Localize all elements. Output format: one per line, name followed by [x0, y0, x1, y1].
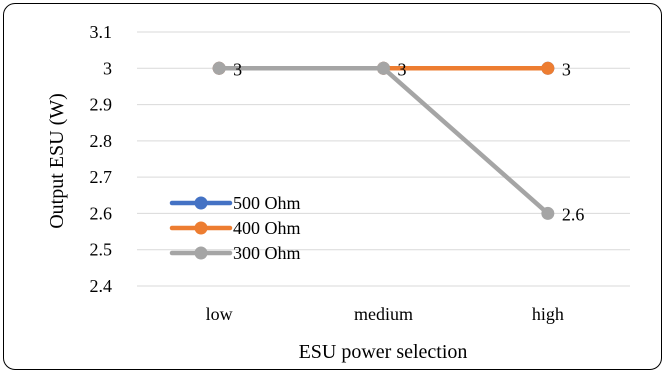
- y-tick-label: 2.6: [90, 203, 113, 223]
- legend-label-400-ohm: 400 Ohm: [233, 218, 301, 238]
- x-tick-label: medium: [354, 304, 413, 324]
- y-axis-title: Output ESU (W): [46, 93, 68, 229]
- legend-label-300-ohm: 300 Ohm: [233, 243, 301, 263]
- data-labels: 3 3 3 2.6: [233, 59, 584, 224]
- x-tick-label: low: [206, 304, 233, 324]
- data-label-400-ohm: 3: [562, 59, 571, 79]
- y-tick-label: 3: [103, 58, 112, 78]
- series-lines: [212, 61, 555, 220]
- x-tick-labels: low medium high: [206, 304, 564, 324]
- y-tick-label: 2.8: [90, 131, 113, 151]
- x-axis-title: ESU power selection: [299, 341, 468, 363]
- y-tick-label: 2.4: [90, 276, 113, 296]
- data-label-300-ohm: 2.6: [562, 204, 585, 224]
- y-tick-label: 2.9: [90, 95, 113, 115]
- data-point-300-ohm: [377, 61, 390, 75]
- x-tick-label: high: [532, 304, 564, 324]
- y-tick-label: 3.1: [90, 22, 113, 42]
- legend-marker-300-ohm: [194, 246, 208, 260]
- y-tick-label: 2.5: [90, 240, 113, 260]
- data-label-400-ohm: 3: [233, 59, 242, 79]
- data-label-400-ohm: 3: [398, 59, 407, 79]
- legend-marker-500-ohm: [194, 196, 208, 210]
- legend: 500 Ohm 400 Ohm 300 Ohm: [169, 193, 301, 263]
- data-point-300-ohm: [212, 61, 226, 75]
- y-tick-label: 2.7: [90, 167, 113, 187]
- legend-marker-400-ohm: [194, 221, 208, 235]
- data-point-300-ohm: [541, 206, 555, 220]
- data-point-400-ohm: [541, 61, 555, 75]
- legend-label-500-ohm: 500 Ohm: [233, 193, 301, 213]
- y-tick-labels: 3.1 3 2.9 2.8 2.7 2.6 2.5 2.4: [90, 22, 113, 296]
